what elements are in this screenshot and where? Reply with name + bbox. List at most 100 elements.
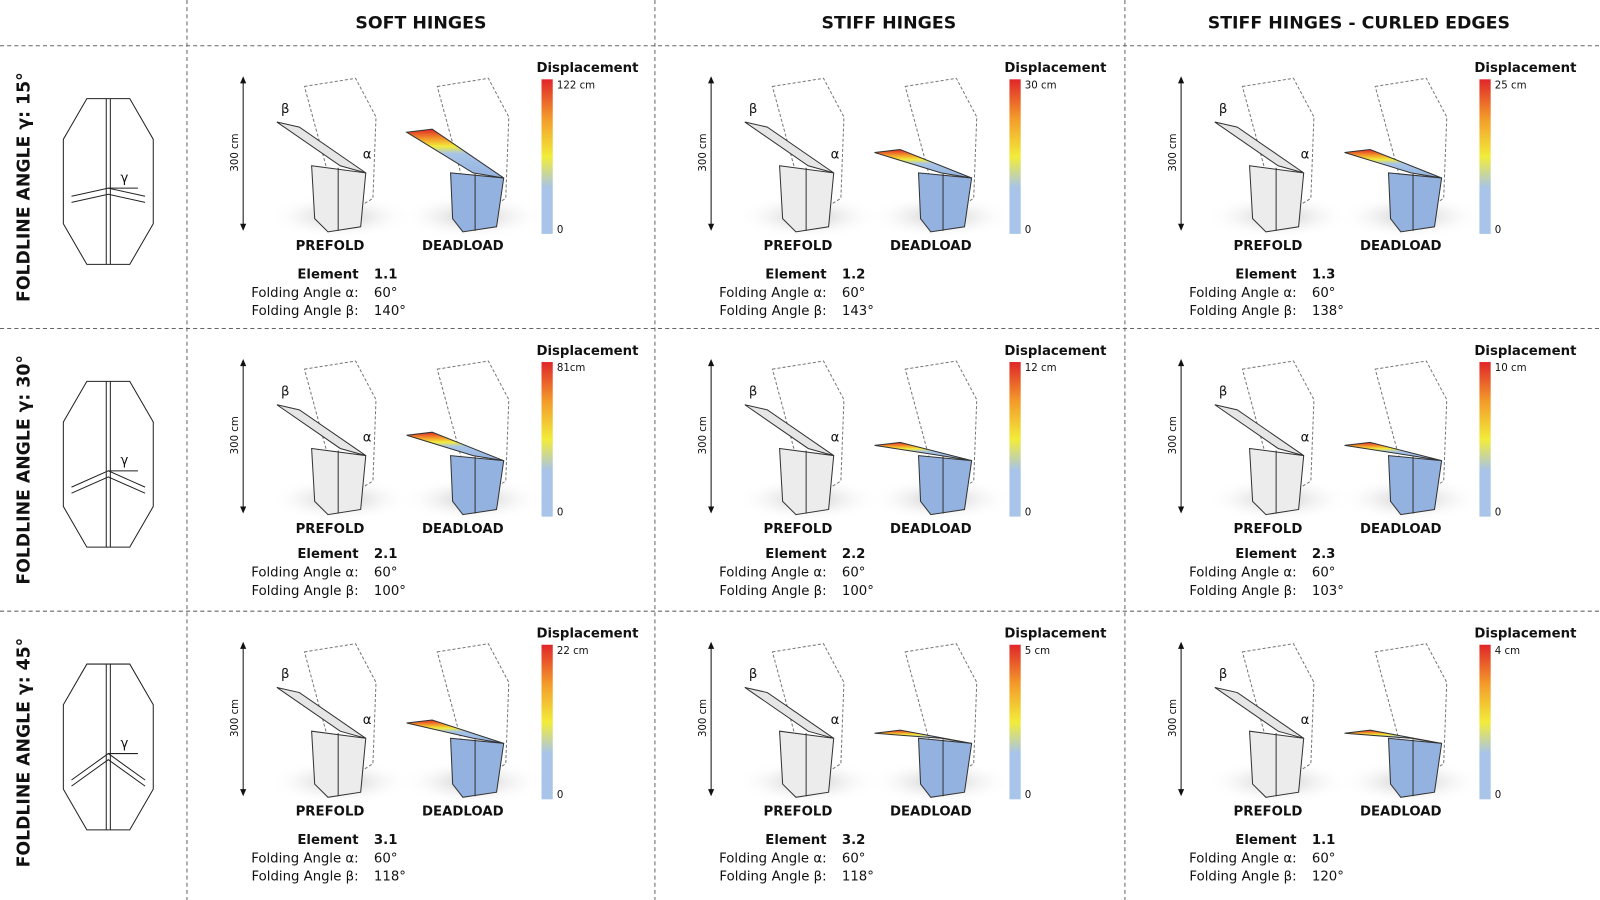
prefold-label: PREFOLD	[296, 805, 365, 820]
deformed-panel	[917, 737, 973, 798]
panel	[276, 404, 367, 457]
beta-symbol: β	[1219, 667, 1227, 682]
deadload-label: DEADLOAD	[890, 239, 972, 254]
beta-value: 140°	[374, 304, 406, 319]
alpha-symbol: α	[831, 148, 840, 163]
element-label: Element	[765, 268, 827, 283]
row-header: FOLDLINE ANGLE γ: 15°	[14, 72, 34, 302]
panel	[1214, 404, 1304, 457]
sketch-outline	[62, 98, 154, 265]
legend-bar	[1009, 362, 1021, 517]
element-value: 1.2	[842, 268, 866, 283]
legend-max: 22 cm	[557, 646, 589, 657]
alpha-symbol: α	[1301, 713, 1310, 728]
cell: 300 cm β α Displacement 4 cm 0 PREFOLD DEADLOAD…	[1168, 627, 1577, 885]
deadload-model	[405, 77, 510, 233]
prefold-label: PREFOLD	[764, 239, 833, 254]
ghost-outline	[436, 77, 510, 220]
deadload-model	[1344, 77, 1448, 233]
legend-title: Displacement	[1004, 344, 1107, 359]
beta-value: 120°	[1312, 870, 1344, 885]
arrow-head	[1178, 789, 1185, 797]
prefold-label: PREFOLD	[764, 522, 833, 537]
legend-title: Displacement	[1474, 344, 1577, 359]
legend-min: 0	[1495, 225, 1501, 236]
element-label: Element	[297, 268, 359, 283]
foldline-sketch	[62, 380, 154, 548]
legend-bar	[1479, 362, 1491, 517]
panel	[1249, 730, 1305, 798]
beta-label: Folding Angle β:	[251, 304, 358, 319]
element-value: 3.2	[842, 833, 866, 848]
sketch-line	[71, 476, 146, 494]
beta-symbol: β	[749, 102, 757, 117]
legend-max: 25 cm	[1495, 80, 1527, 91]
deadload-model	[874, 360, 978, 516]
deadload-model	[406, 643, 510, 798]
column-header: STIFF HINGES - CURLED EDGES	[1208, 13, 1510, 33]
cell: 300 cm β α Displacement 12 cm 0 PREFOLD DEADLOA…	[698, 344, 1107, 599]
cell: 300 cm β α Displacement 10 cm 0 PREFOLD DEADLOA…	[1168, 344, 1577, 599]
scale-label: 300 cm	[1168, 416, 1179, 454]
ghost-outline	[1374, 77, 1448, 220]
legend-title: Displacement	[1474, 627, 1577, 642]
element-label: Element	[297, 547, 359, 562]
prefold-model	[744, 643, 845, 798]
deadload-label: DEADLOAD	[422, 805, 504, 820]
beta-symbol: β	[281, 667, 289, 682]
legend-min: 0	[557, 790, 563, 801]
deformed-panel	[1387, 737, 1443, 798]
alpha-symbol: α	[1301, 148, 1310, 163]
arrow-head	[708, 76, 715, 84]
alpha-value: 60°	[1312, 851, 1336, 866]
ghost-outline	[1241, 77, 1315, 220]
legend-title: Displacement	[536, 627, 639, 642]
beta-value: 138°	[1312, 304, 1344, 319]
alpha-label: Folding Angle α:	[251, 286, 358, 301]
legend-min: 0	[1495, 790, 1501, 801]
alpha-value: 60°	[842, 566, 866, 581]
ghost-outline	[904, 643, 978, 785]
scale-label: 300 cm	[1168, 133, 1179, 171]
prefold-label: PREFOLD	[1233, 239, 1302, 254]
arrow-head	[240, 223, 247, 231]
legend-bar	[541, 79, 553, 234]
panel	[1214, 121, 1304, 174]
deadload-label: DEADLOAD	[422, 239, 504, 254]
ghost-outline	[771, 360, 845, 503]
legend-min: 0	[557, 225, 563, 236]
legend-title: Displacement	[536, 61, 639, 76]
arrow-head	[240, 358, 247, 367]
column-header: STIFF HINGES	[822, 13, 957, 33]
legend-bar	[541, 644, 553, 800]
beta-value: 118°	[374, 870, 406, 885]
beta-symbol: β	[749, 667, 757, 682]
prefold-model	[1214, 360, 1315, 516]
foldline-sketch	[62, 663, 154, 831]
element-value: 2.3	[1312, 547, 1336, 562]
beta-value: 100°	[842, 584, 874, 599]
ghost-outline	[904, 360, 978, 503]
arrow-head	[240, 789, 247, 797]
sketch-line	[71, 752, 146, 781]
arrow-head	[240, 641, 247, 649]
alpha-symbol: α	[363, 148, 372, 163]
panel	[1249, 447, 1305, 516]
alpha-value: 60°	[842, 851, 866, 866]
alpha-symbol: α	[831, 713, 840, 728]
element-value: 1.3	[1312, 268, 1336, 283]
sketch-line	[71, 187, 146, 197]
alpha-label: Folding Angle α:	[251, 851, 358, 866]
element-label: Element	[765, 547, 827, 562]
cell: 300 cm β α Displacement 81cm 0 PREFOLD DEADLOAD…	[230, 344, 639, 599]
deadload-label: DEADLOAD	[422, 522, 504, 537]
prefold-model	[1214, 77, 1315, 233]
ghost-outline	[303, 360, 377, 503]
row: FOLDLINE ANGLE γ: 15° γ 300 cm β α Displaceme…	[14, 61, 1577, 319]
legend-max: 30 cm	[1025, 80, 1057, 91]
deadload-label: DEADLOAD	[890, 522, 972, 537]
prefold-model	[276, 643, 377, 798]
legend-title: Displacement	[1004, 61, 1107, 76]
prefold-label: PREFOLD	[1233, 805, 1302, 820]
